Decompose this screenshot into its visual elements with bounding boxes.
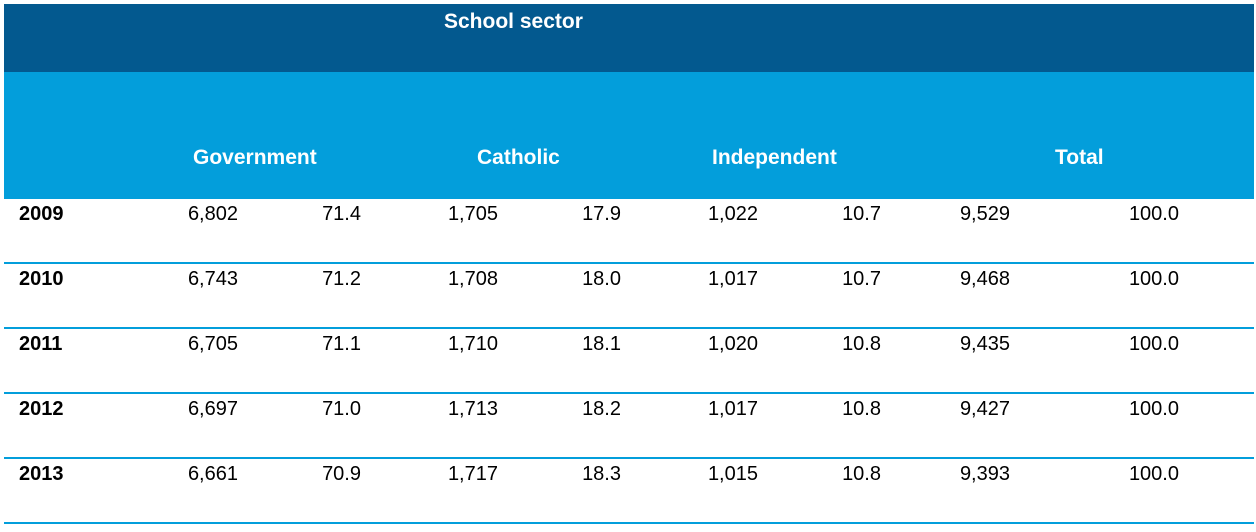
cell-gov-no: 6,743 (187, 268, 238, 290)
cell-cath-no: 1,710 (447, 333, 498, 355)
cell-year: 2011 (19, 333, 63, 355)
cell-total-no: 9,435 (959, 333, 1010, 355)
cell-gov-no: 6,697 (187, 398, 238, 420)
cell-cath-pct: 18.0 (582, 268, 621, 290)
cell-gov-no: 6,661 (187, 463, 238, 485)
cell-ind-pct: 10.8 (842, 463, 881, 485)
cell-ind-pct: 10.7 (842, 268, 881, 290)
cell-cath-pct: 18.2 (582, 398, 621, 420)
table-body: 2009 6,802 71.4 1,705 17.9 1,022 10.7 9,529 100.… (4, 199, 1254, 524)
cell-total-pct: 100.0 (1128, 398, 1179, 420)
col-gov-pct: % (327, 208, 346, 231)
cell-ind-no: 1,022 (707, 203, 758, 225)
col-total-no: No. (961, 208, 995, 231)
cell-ind-no: 1,017 (707, 268, 758, 290)
col-ind-no: No. (708, 208, 742, 231)
cell-total-pct: 100.0 (1128, 268, 1179, 290)
cell-cath-pct: 18.1 (582, 333, 621, 355)
col-cath-no: No. (448, 208, 482, 231)
sector-catholic: Catholic (477, 146, 560, 169)
table-group-header: School sector (4, 4, 1254, 72)
cell-ind-no: 1,020 (707, 333, 758, 355)
cell-total-pct: 100.0 (1128, 333, 1179, 355)
cell-year: 2013 (19, 463, 64, 485)
cell-cath-pct: 18.3 (582, 463, 621, 485)
cell-cath-no: 1,713 (447, 398, 498, 420)
cell-total-no: 9,427 (959, 398, 1010, 420)
col-year: Year (19, 208, 64, 231)
cell-gov-pct: 71.4 (322, 203, 361, 225)
cell-gov-no: 6,802 (187, 203, 238, 225)
col-total-pct: % (1139, 208, 1158, 231)
cell-total-no: 9,393 (959, 463, 1010, 485)
cell-year: 2009 (19, 203, 64, 225)
cell-total-no: 9,468 (959, 268, 1010, 290)
cell-total-pct: 100.0 (1128, 203, 1179, 225)
cell-ind-no: 1,017 (707, 398, 758, 420)
sector-independent: Independent (712, 146, 837, 169)
table-column-header: Government Catholic Independent Total Ye… (4, 72, 1254, 231)
sector-government: Government (193, 146, 317, 169)
col-ind-pct: % (847, 208, 866, 231)
cell-gov-pct: 71.0 (322, 398, 361, 420)
cell-total-pct: 100.0 (1128, 463, 1179, 485)
cell-cath-no: 1,705 (447, 203, 498, 225)
cell-ind-pct: 10.7 (842, 203, 881, 225)
cell-gov-pct: 71.1 (322, 333, 361, 355)
col-gov-no: No. (188, 208, 222, 231)
col-cath-pct: % (587, 208, 606, 231)
cell-year: 2012 (19, 398, 64, 420)
table-row: 2009 6,802 71.4 1,705 17.9 1,022 10.7 9,529 100.… (4, 199, 1254, 264)
table-row: 2011 6,705 71.1 1,710 18.1 1,020 10.8 9,435 100.… (4, 329, 1254, 394)
cell-ind-pct: 10.8 (842, 333, 881, 355)
cell-cath-pct: 17.9 (582, 203, 621, 225)
cell-gov-pct: 70.9 (322, 463, 361, 485)
cell-ind-pct: 10.8 (842, 398, 881, 420)
cell-gov-no: 6,705 (187, 333, 238, 355)
school-sector-heading: School sector (444, 10, 583, 33)
table-row: 2010 6,743 71.2 1,708 18.0 1,017 10.7 9,468 100.… (4, 264, 1254, 329)
table-row: 2012 6,697 71.0 1,713 18.2 1,017 10.8 9,427 100.… (4, 394, 1254, 459)
cell-cath-no: 1,708 (447, 268, 498, 290)
cell-total-no: 9,529 (959, 203, 1010, 225)
cell-cath-no: 1,717 (447, 463, 498, 485)
cell-gov-pct: 71.2 (322, 268, 361, 290)
cell-year: 2010 (19, 268, 64, 290)
school-sector-table: School sector Government Catholic Indepe… (4, 4, 1254, 524)
sector-total: Total (1055, 146, 1104, 169)
table-row: 2013 6,661 70.9 1,717 18.3 1,015 10.8 9,393 100.… (4, 459, 1254, 524)
cell-ind-no: 1,015 (707, 463, 758, 485)
